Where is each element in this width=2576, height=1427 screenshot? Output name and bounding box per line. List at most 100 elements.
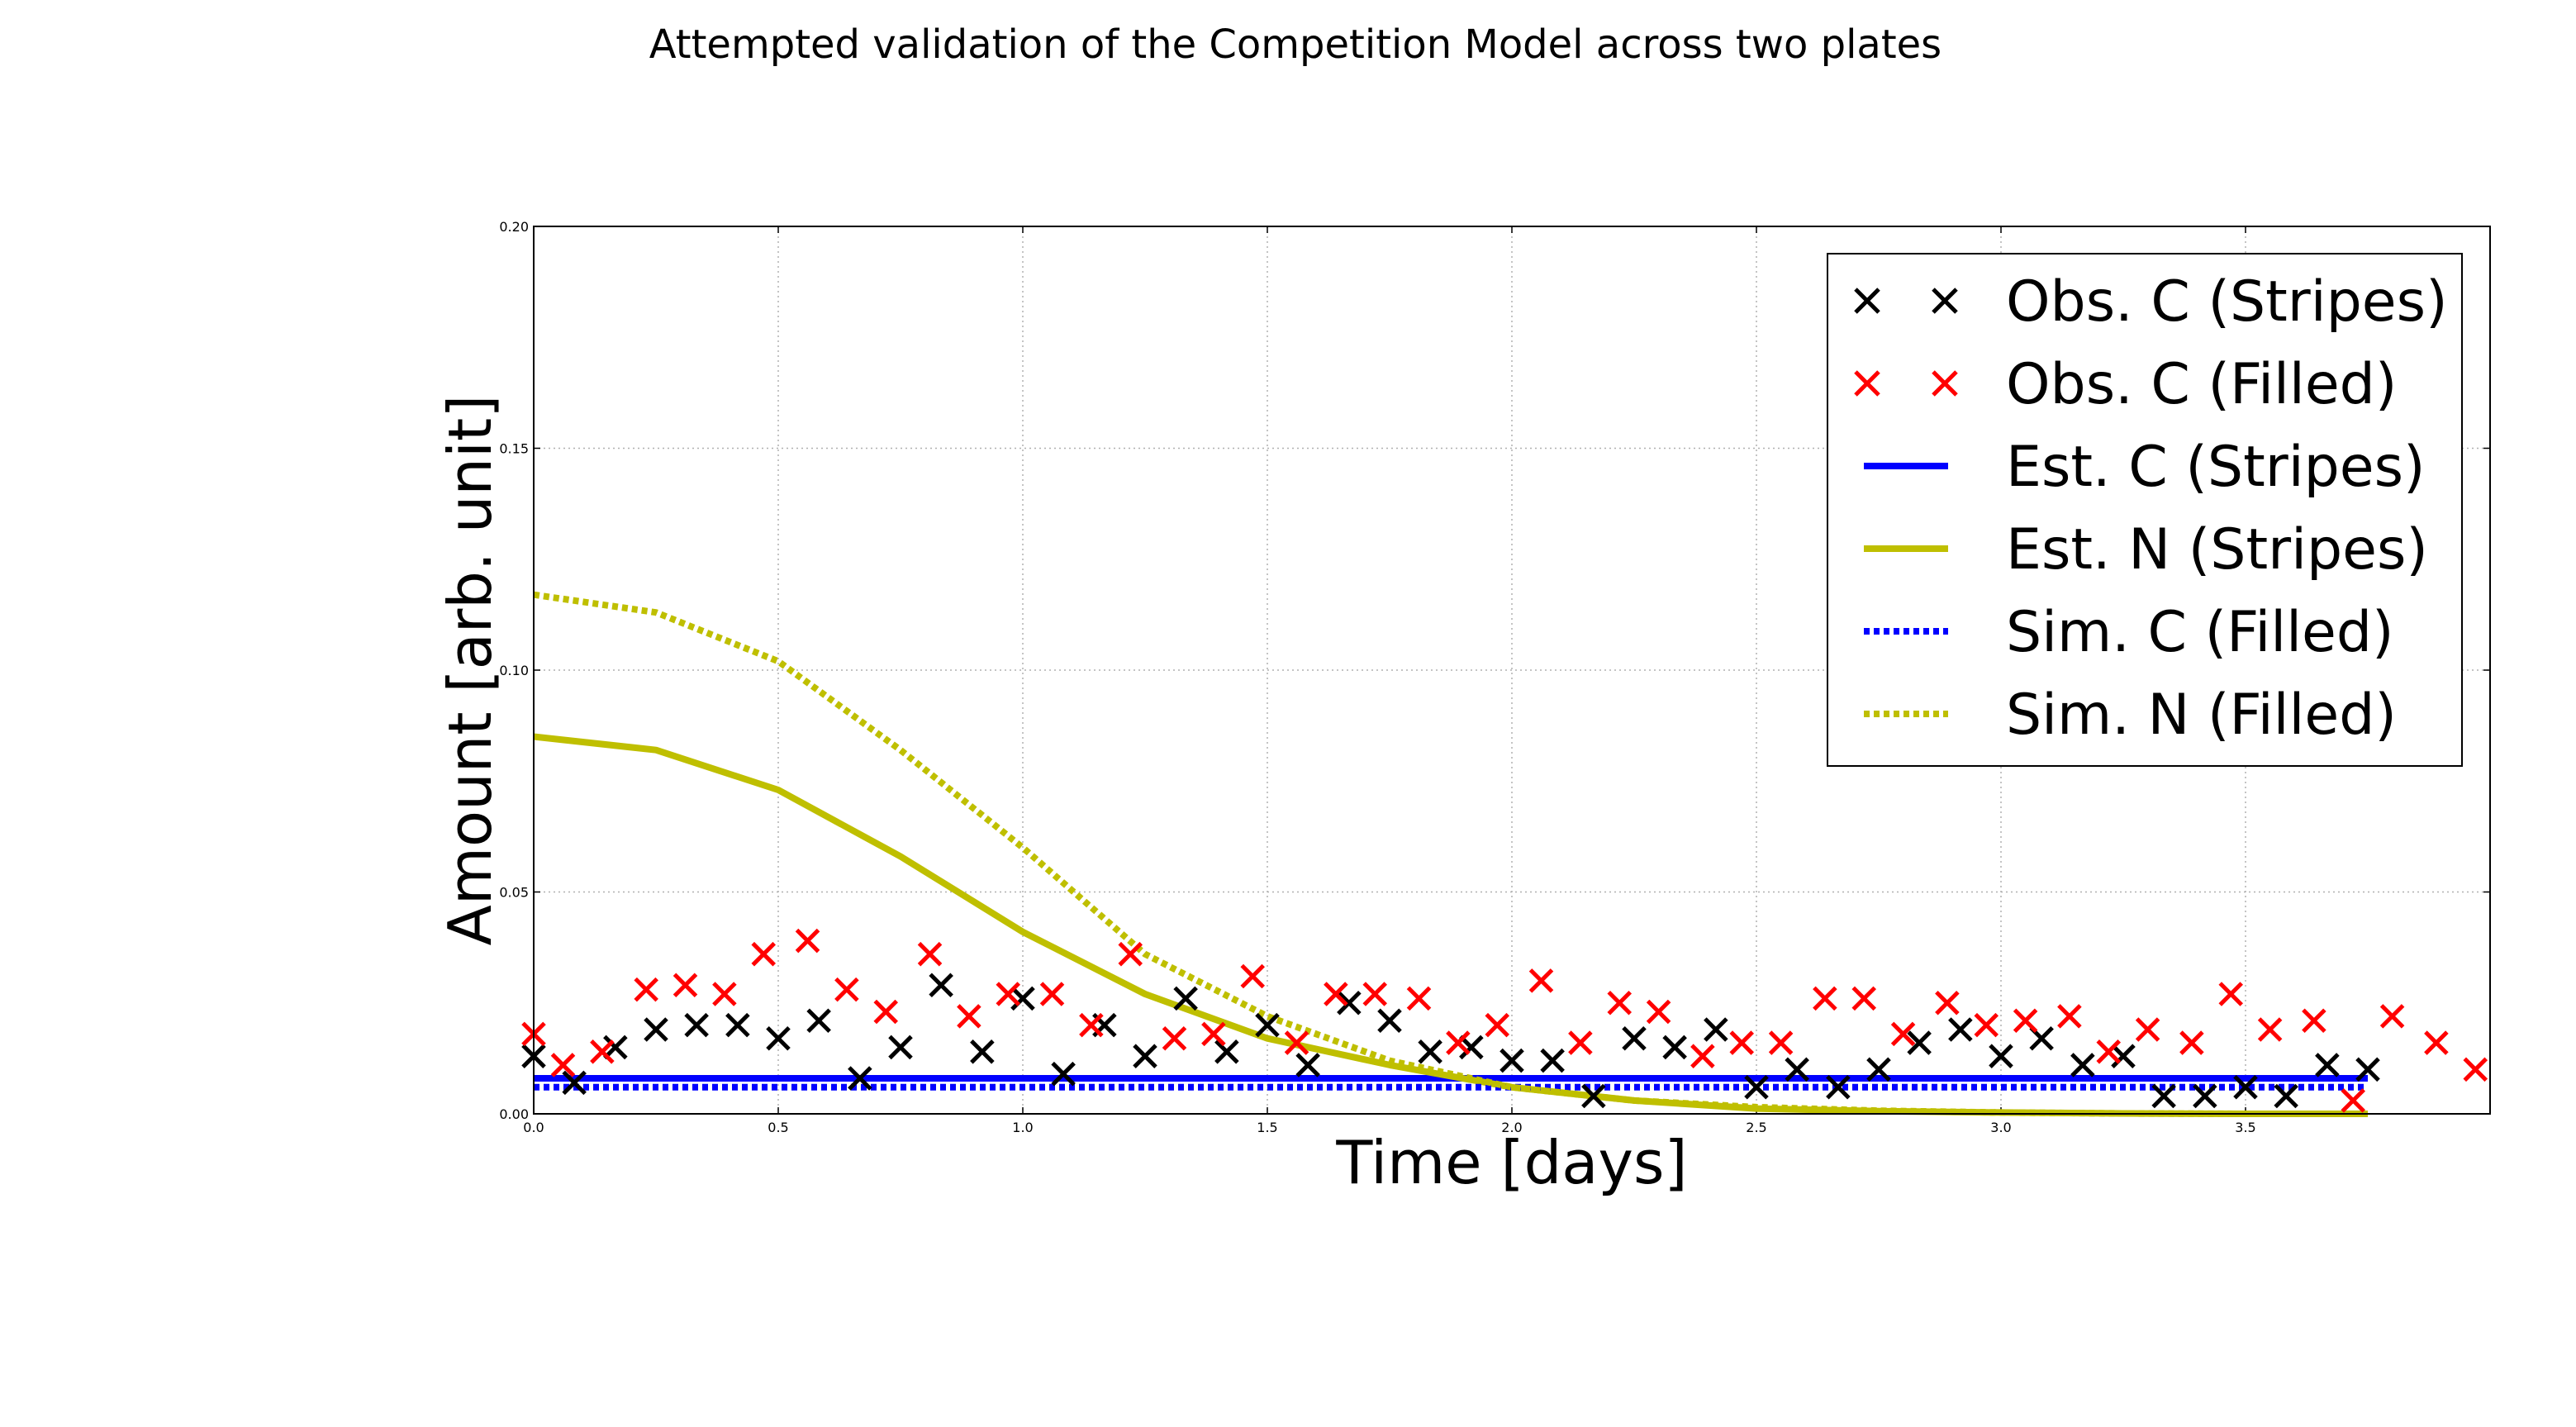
x-tick-label: 1.5 bbox=[1257, 1120, 1277, 1135]
data-point-obs-c-stripes bbox=[1866, 1057, 1891, 1082]
data-point-obs-c-filled bbox=[712, 982, 737, 1006]
data-point-obs-c-stripes bbox=[1581, 1083, 1606, 1109]
x-marker-stroke bbox=[2274, 1083, 2298, 1109]
legend-entry-obs-c-stripes: Obs. C (Stripes) bbox=[1854, 269, 2448, 335]
x-marker-stroke bbox=[2013, 1008, 2038, 1033]
data-point-obs-c-stripes bbox=[2233, 1075, 2258, 1100]
x-marker-stroke bbox=[2070, 1053, 2095, 1077]
data-point-obs-c-stripes bbox=[1214, 1039, 1239, 1064]
x-marker-stroke bbox=[2341, 1088, 2366, 1113]
data-point-obs-c-filled bbox=[1690, 1044, 1715, 1068]
x-marker-stroke bbox=[806, 1008, 831, 1033]
data-point-obs-c-filled bbox=[1768, 1030, 1794, 1055]
data-point-obs-c-stripes bbox=[2151, 1083, 2176, 1109]
x-marker-stroke bbox=[873, 999, 899, 1025]
x-marker-stroke bbox=[1039, 982, 1065, 1006]
data-point-obs-c-filled bbox=[673, 973, 698, 998]
x-marker-stroke bbox=[673, 973, 698, 998]
x-marker-stroke bbox=[1173, 986, 1198, 1011]
x-marker-stroke bbox=[2193, 1083, 2217, 1109]
x-marker-stroke bbox=[795, 928, 820, 954]
x-marker-stroke bbox=[2218, 982, 2244, 1006]
data-point-obs-c-stripes bbox=[1826, 1075, 1851, 1100]
x-marker-stroke bbox=[1907, 1030, 1932, 1055]
data-point-obs-c-stripes bbox=[1622, 1025, 1647, 1051]
x-marker-stroke bbox=[1948, 1017, 1973, 1042]
data-point-obs-c-filled bbox=[957, 1004, 981, 1029]
data-point-obs-c-stripes bbox=[2111, 1044, 2136, 1068]
x-tick-label: 1.0 bbox=[1012, 1120, 1033, 1135]
data-point-obs-c-stripes bbox=[1662, 1035, 1687, 1060]
y-tick-label: 0.10 bbox=[499, 663, 529, 678]
data-point-obs-c-filled bbox=[1324, 982, 1348, 1006]
x-marker-stroke bbox=[1785, 1057, 1809, 1082]
x-marker-stroke bbox=[1295, 1053, 1320, 1077]
x-tick-label: 3.0 bbox=[1990, 1120, 2011, 1135]
data-point-obs-c-filled bbox=[1935, 990, 1960, 1016]
x-marker-stroke bbox=[1255, 1012, 1280, 1038]
x-marker-stroke bbox=[725, 1012, 750, 1038]
data-point-obs-c-stripes bbox=[1948, 1017, 1973, 1042]
data-point-obs-c-stripes bbox=[2070, 1053, 2095, 1077]
x-tick-label: 0.5 bbox=[768, 1120, 788, 1135]
x-marker-stroke bbox=[2151, 1083, 2176, 1109]
x-marker-stroke bbox=[1662, 1035, 1687, 1060]
x-marker-stroke bbox=[1201, 1021, 1226, 1047]
data-point-obs-c-stripes bbox=[1051, 1061, 1076, 1087]
data-point-obs-c-stripes bbox=[1255, 1012, 1280, 1038]
x-marker-stroke bbox=[1010, 986, 1035, 1011]
x-marker-stroke bbox=[2096, 1039, 2122, 1064]
x-axis-label: Time [days] bbox=[1335, 1128, 1687, 1197]
data-point-obs-c-filled bbox=[2302, 1008, 2326, 1033]
data-point-obs-c-filled bbox=[1446, 1030, 1471, 1055]
y-tick-label: 0.00 bbox=[499, 1106, 529, 1122]
x-marker-stroke bbox=[1459, 1035, 1484, 1060]
x-tick-label: 2.0 bbox=[1501, 1120, 1522, 1135]
plot-frame bbox=[533, 226, 2491, 1115]
x-marker-stroke bbox=[1690, 1044, 1715, 1068]
legend-label: Sim. C (Filled) bbox=[2006, 600, 2394, 665]
data-point-obs-c-stripes bbox=[1010, 986, 1035, 1011]
legend-entries: Obs. C (Stripes) Obs. C (Filled) Est. C (S… bbox=[1854, 269, 2448, 748]
x-marker-stroke bbox=[2315, 1053, 2340, 1077]
x-marker-stroke bbox=[2179, 1030, 2204, 1055]
legend-marker bbox=[1854, 370, 1880, 397]
legend-entry-sim-c-filled: Sim. C (Filled) bbox=[1864, 600, 2394, 665]
x-marker-stroke bbox=[1377, 1008, 1402, 1033]
data-point-obs-c-filled bbox=[2463, 1057, 2488, 1082]
x-marker-stroke bbox=[1854, 288, 1880, 314]
y-tick-label: 0.15 bbox=[499, 441, 529, 457]
data-point-obs-c-stripes bbox=[1989, 1044, 2013, 1068]
x-marker-stroke bbox=[1607, 990, 1633, 1016]
legend-entry-sim-n-filled: Sim. N (Filled) bbox=[1864, 683, 2397, 748]
data-point-obs-c-filled bbox=[1528, 968, 1554, 993]
data-point-obs-c-filled bbox=[1201, 1021, 1226, 1047]
x-marker-stroke bbox=[1974, 1012, 1999, 1038]
series-line-sim-n-filled bbox=[533, 591, 2368, 1117]
data-point-obs-c-stripes bbox=[1540, 1048, 1565, 1073]
x-marker-stroke bbox=[2135, 1017, 2160, 1042]
x-marker-stroke bbox=[1528, 968, 1554, 993]
data-point-obs-c-filled bbox=[1039, 982, 1065, 1006]
x-marker-stroke bbox=[1851, 986, 1877, 1011]
legend-label: Sim. N (Filled) bbox=[2006, 683, 2397, 748]
x-marker-stroke bbox=[634, 977, 658, 1002]
x-marker-stroke bbox=[766, 1025, 791, 1051]
x-marker-stroke bbox=[970, 1039, 995, 1064]
data-point-obs-c-stripes bbox=[1907, 1030, 1932, 1055]
data-point-obs-c-stripes bbox=[1785, 1057, 1809, 1082]
data-point-obs-c-stripes bbox=[2315, 1053, 2340, 1077]
y-axis-label: Amount [arb. unit] bbox=[435, 395, 505, 946]
x-marker-stroke bbox=[644, 1017, 668, 1042]
legend-entry-obs-c-filled: Obs. C (Filled) bbox=[1854, 352, 2397, 417]
x-tick-label: 0.0 bbox=[523, 1120, 544, 1135]
x-marker-stroke bbox=[2463, 1057, 2488, 1082]
data-point-obs-c-stripes bbox=[1704, 1017, 1728, 1042]
data-point-obs-c-filled bbox=[2096, 1039, 2122, 1064]
data-point-obs-c-filled bbox=[2179, 1030, 2204, 1055]
x-marker-stroke bbox=[1581, 1083, 1606, 1109]
x-marker-stroke bbox=[684, 1012, 709, 1038]
x-marker-stroke bbox=[996, 982, 1021, 1006]
x-marker-stroke bbox=[1485, 1012, 1510, 1038]
